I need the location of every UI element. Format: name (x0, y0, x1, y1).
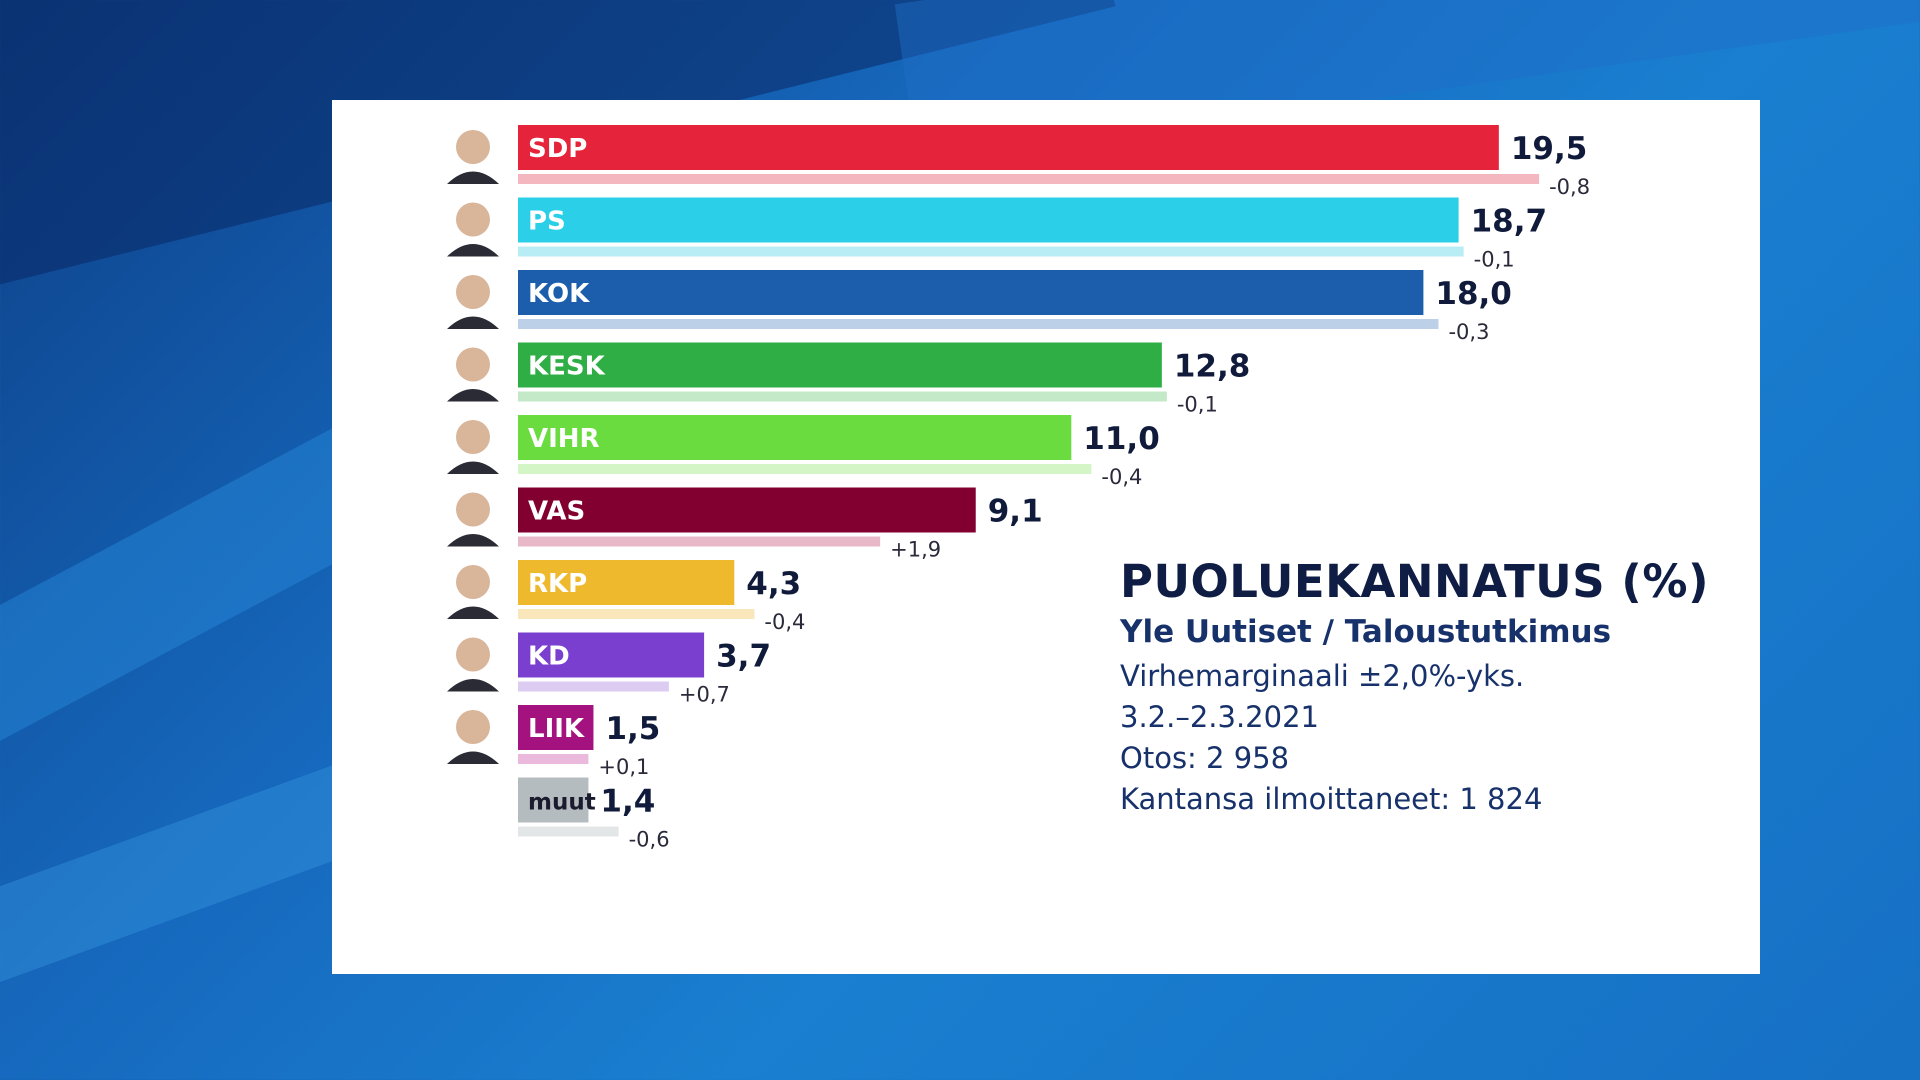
bar-vas (518, 487, 976, 533)
portrait-vas-head (456, 492, 490, 527)
source-label: Yle Uutiset / Taloustutkimus (1120, 614, 1612, 650)
value-label-sdp: 19,5 (1511, 131, 1588, 167)
bar-liik (518, 705, 594, 750)
chart-title: PUOLUEKANNATUS (%) (1120, 555, 1710, 608)
bar-muut (518, 777, 589, 823)
survey-period: 3.2.–2.3.2021 (1120, 700, 1319, 734)
bar-label-vihr: VIHR (528, 424, 600, 454)
bar-ps (518, 197, 1459, 243)
change-label-rkp: -0,4 (764, 610, 805, 634)
change-label-ps: -0,1 (1474, 248, 1515, 272)
portrait-kok-body (447, 316, 499, 329)
change-label-vas: +1,9 (890, 538, 941, 562)
bar-rkp (518, 560, 735, 605)
value-label-rkp: 4,3 (746, 566, 801, 602)
value-label-muut: 1,4 (600, 784, 655, 820)
portrait-ps-body (447, 244, 499, 257)
portrait-vas-body (447, 534, 499, 547)
info-box: PUOLUEKANNATUS (%) Yle Uutiset / Taloust… (1120, 555, 1740, 820)
portrait-liik-body (447, 751, 499, 764)
bar-sdp (518, 125, 1499, 170)
change-label-muut: -0,6 (629, 828, 670, 852)
portrait-ps-head (456, 202, 490, 237)
bar-label-kd: KD (528, 642, 570, 672)
change-label-sdp: -0,8 (1549, 175, 1590, 199)
sample-size: Otos: 2 958 (1120, 741, 1290, 775)
portrait-liik-head (456, 710, 490, 744)
value-label-kesk: 12,8 (1174, 349, 1251, 385)
change-label-kd: +0,7 (679, 683, 730, 707)
portrait-kd-body (447, 679, 499, 692)
bar-label-muut: muut (528, 790, 596, 816)
portrait-kok-head (456, 275, 490, 309)
portrait-vihr-body (447, 461, 499, 474)
value-label-kd: 3,7 (716, 639, 771, 675)
portrait-rkp-head (456, 565, 490, 599)
previous-bar-vas (518, 536, 881, 547)
bar-label-ps: PS (528, 207, 566, 237)
previous-bar-ps (518, 246, 1464, 257)
value-label-vas: 9,1 (988, 494, 1043, 530)
party-support-chart: SDP 19,5 -0,8 PS 18,7 -0,1 KOK 18,0 -0,3 KESK 12,8… (447, 125, 1590, 852)
portrait-kesk-head (456, 347, 490, 382)
previous-bar-kd (518, 681, 669, 692)
bar-label-rkp: RKP (528, 569, 587, 599)
previous-bar-vihr (518, 464, 1092, 474)
portrait-rkp-body (447, 606, 499, 619)
bar-label-kok: KOK (528, 279, 590, 309)
bar-label-kesk: KESK (528, 352, 606, 382)
bar-kd (518, 632, 705, 678)
bar-vihr (518, 415, 1072, 460)
portrait-kesk-body (447, 389, 499, 402)
portrait-sdp-body (447, 171, 499, 184)
change-label-kok: -0,3 (1448, 320, 1489, 344)
portrait-kd-head (456, 637, 490, 672)
respondents-count: Kantansa ilmoittaneet: 1 824 (1120, 782, 1543, 816)
previous-bar-liik (518, 754, 589, 764)
portrait-vihr-head (456, 420, 490, 454)
previous-bar-sdp (518, 174, 1540, 184)
value-label-ps: 18,7 (1471, 204, 1548, 240)
previous-bar-rkp (518, 609, 755, 619)
change-label-vihr: -0,4 (1101, 465, 1142, 489)
value-label-vihr: 11,0 (1083, 421, 1160, 457)
bar-kok (518, 270, 1424, 315)
previous-bar-kok (518, 319, 1439, 329)
change-label-kesk: -0,1 (1177, 393, 1218, 417)
change-label-liik: +0,1 (598, 755, 649, 779)
previous-bar-muut (518, 826, 619, 837)
value-label-liik: 1,5 (605, 711, 660, 747)
bar-kesk (518, 342, 1162, 388)
previous-bar-kesk (518, 391, 1167, 402)
chart-panel: SDP 19,5 -0,8 PS 18,7 -0,1 KOK 18,0 -0,3 KESK 12,8… (332, 100, 1760, 974)
bar-label-vas: VAS (528, 497, 585, 527)
portrait-sdp-head (456, 130, 490, 164)
bar-label-liik: LIIK (528, 714, 585, 744)
value-label-kok: 18,0 (1435, 276, 1512, 312)
bar-label-sdp: SDP (528, 134, 587, 164)
margin-of-error: Virhemarginaali ±2,0%-yks. (1120, 659, 1525, 693)
